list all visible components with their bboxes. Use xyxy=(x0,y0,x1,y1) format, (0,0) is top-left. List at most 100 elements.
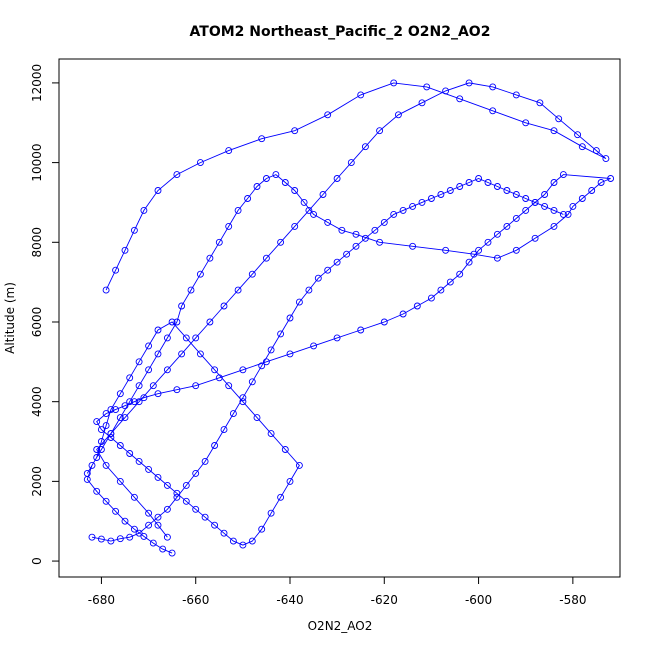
data-point xyxy=(277,493,285,501)
data-point xyxy=(126,398,134,406)
data-point xyxy=(305,206,313,214)
data-point xyxy=(493,254,501,262)
data-point xyxy=(140,532,148,540)
data-point xyxy=(475,246,483,254)
data-point xyxy=(88,461,96,469)
x-tick-label: -620 xyxy=(371,593,398,607)
data-point xyxy=(244,195,252,202)
data-point xyxy=(522,119,530,127)
data-point xyxy=(597,179,605,186)
data-point xyxy=(531,198,539,206)
data-point xyxy=(248,270,256,278)
data-point xyxy=(211,366,219,374)
data-point xyxy=(102,286,110,294)
data-point xyxy=(220,426,228,434)
data-point xyxy=(559,171,567,179)
data-point xyxy=(361,143,369,151)
data-point xyxy=(258,362,266,370)
data-point xyxy=(116,414,124,422)
data-point xyxy=(211,521,219,529)
data-point xyxy=(305,286,313,294)
data-point xyxy=(578,143,586,151)
data-point xyxy=(352,230,360,238)
data-point xyxy=(352,242,360,250)
data-point xyxy=(163,366,171,374)
data-point xyxy=(159,545,167,553)
data-point xyxy=(168,318,176,326)
data-point xyxy=(206,254,214,262)
data-point xyxy=(116,535,124,543)
data-point xyxy=(229,410,237,418)
data-point xyxy=(220,529,228,537)
data-point xyxy=(163,334,171,342)
data-point xyxy=(376,238,384,246)
data-point xyxy=(324,218,332,226)
data-point xyxy=(121,402,129,410)
data-point xyxy=(333,175,341,182)
data-point xyxy=(206,318,214,326)
data-point xyxy=(272,171,280,179)
data-point xyxy=(602,155,610,163)
data-point xyxy=(465,258,473,266)
data-point xyxy=(338,226,346,234)
data-point xyxy=(229,537,237,545)
x-axis-label: O2N2_AO2 xyxy=(308,619,373,633)
data-point xyxy=(446,278,454,286)
data-point xyxy=(253,183,261,190)
data-point xyxy=(88,533,96,541)
data-point xyxy=(550,179,558,186)
y-axis: 0 2000 4000 6000 8000 10000 12000 xyxy=(30,64,60,565)
data-point xyxy=(215,238,223,246)
data-point xyxy=(550,206,558,214)
data-point xyxy=(357,91,365,99)
data-point xyxy=(286,350,294,358)
data-point xyxy=(173,493,181,501)
data-point xyxy=(333,334,341,342)
data-point xyxy=(211,442,219,449)
series-layer xyxy=(83,79,615,557)
data-point xyxy=(248,537,256,545)
data-point xyxy=(376,127,384,135)
data-point xyxy=(512,191,520,198)
data-point xyxy=(277,330,285,338)
data-point xyxy=(258,525,266,533)
data-point xyxy=(253,414,261,422)
data-point xyxy=(154,521,162,529)
y-tick-label: 8000 xyxy=(30,227,44,258)
data-point xyxy=(281,446,289,453)
data-point xyxy=(154,390,162,398)
data-point xyxy=(427,195,435,202)
data-point xyxy=(239,541,247,549)
data-point xyxy=(390,79,398,87)
data-point xyxy=(121,517,129,525)
y-tick-label: 10000 xyxy=(30,144,44,182)
data-point xyxy=(130,525,138,533)
data-point xyxy=(493,230,501,238)
data-point xyxy=(262,254,270,262)
data-point xyxy=(291,127,299,135)
data-point xyxy=(512,91,520,99)
data-point xyxy=(423,83,431,91)
data-point xyxy=(564,210,572,218)
data-point xyxy=(512,214,520,222)
data-point xyxy=(541,191,549,198)
data-point xyxy=(489,83,497,91)
data-point xyxy=(135,529,143,537)
data-point xyxy=(437,191,445,198)
data-point xyxy=(484,238,492,246)
data-point xyxy=(97,446,105,453)
data-point xyxy=(145,366,153,374)
series-line xyxy=(86,174,611,554)
data-point xyxy=(196,270,204,278)
data-point xyxy=(394,111,402,119)
data-point xyxy=(215,374,223,382)
data-point xyxy=(93,418,101,426)
data-point xyxy=(493,183,501,190)
data-point xyxy=(380,318,388,326)
data-point xyxy=(234,206,242,214)
data-point xyxy=(192,334,200,342)
data-point xyxy=(116,477,124,485)
data-point xyxy=(343,250,351,258)
data-point xyxy=(437,286,445,294)
